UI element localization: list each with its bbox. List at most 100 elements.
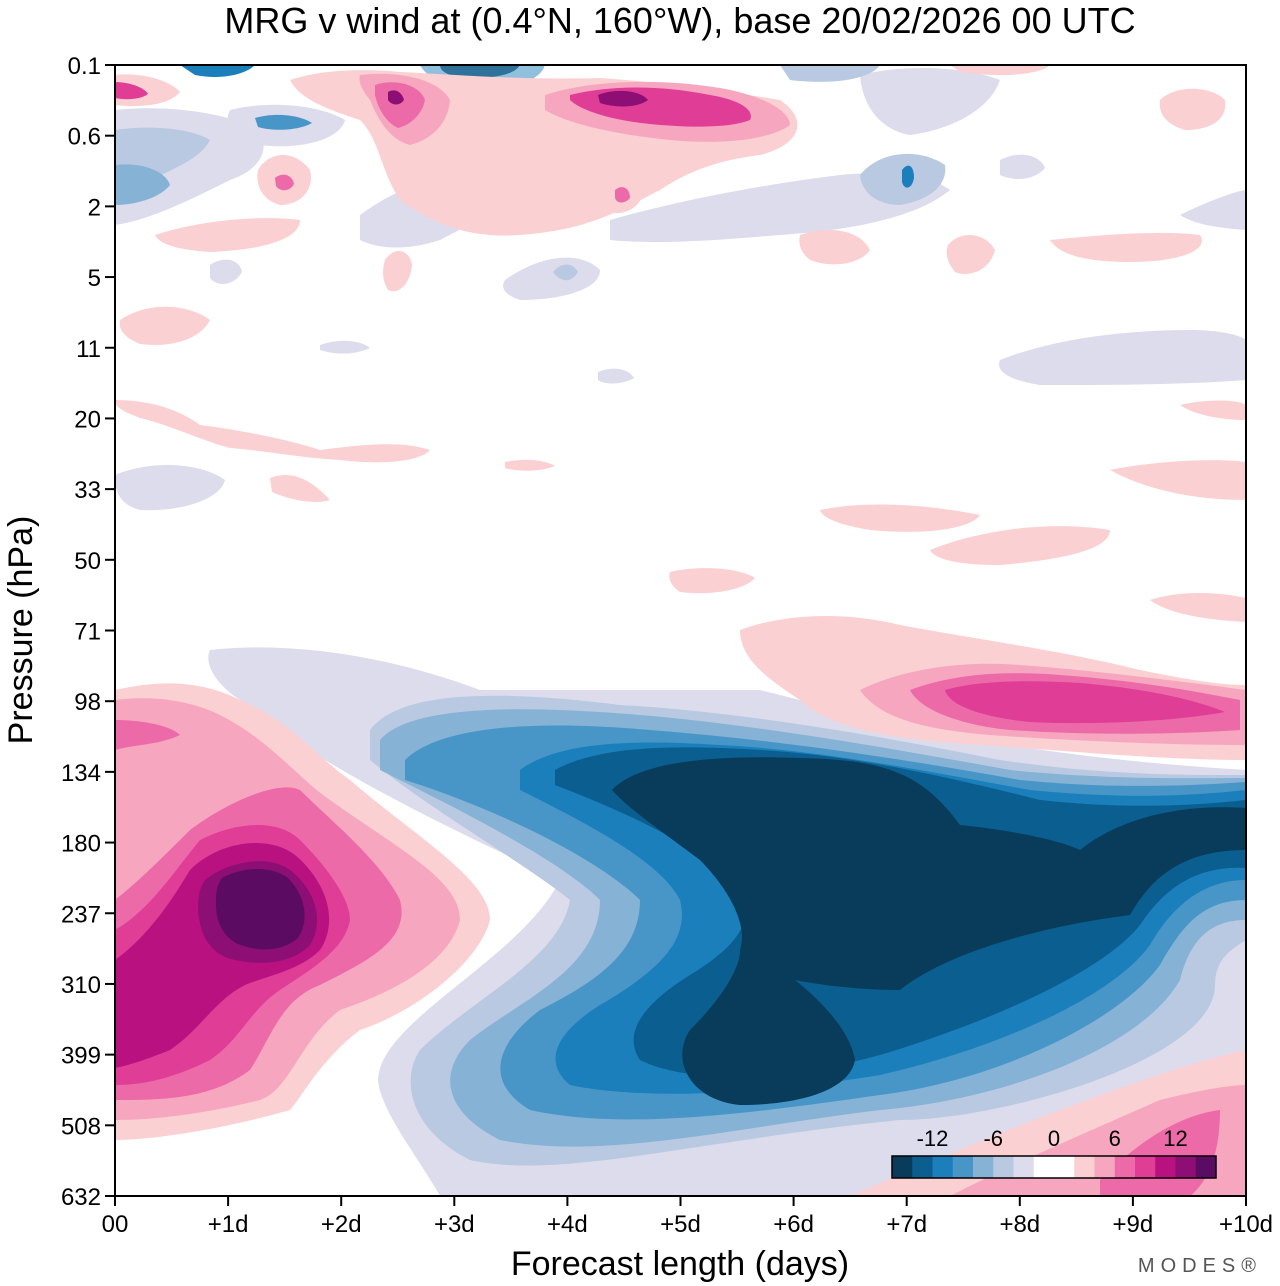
colorbar-swatch [1094,1156,1116,1178]
y-tick-label: 5 [88,265,101,292]
x-tick-label: +2d [321,1211,362,1238]
contour-strat-neg-23 [180,65,255,77]
x-tick-label: +6d [773,1211,814,1238]
contour-strat-pos-22 [119,306,210,345]
colorbar-swatch [973,1156,994,1178]
colorbar-swatch [993,1156,1014,1178]
y-tick-label: 237 [61,901,101,928]
contour-pos-upper-4 [945,681,1225,724]
modes-watermark: MODES® [1138,1255,1262,1277]
x-tick-label: +10d [1219,1211,1273,1238]
x-tick-label: +8d [999,1211,1040,1238]
colorbar-swatch [1013,1156,1035,1178]
y-tick-label: 98 [74,689,101,716]
colorbar: -12 -6 0 6 12 [891,1126,1217,1179]
chart-title: MRG v wind at (0.4°N, 160°W), base 20/02… [224,0,1135,41]
x-axis-label: Forecast length (days) [511,1245,849,1283]
colorbar-swatch [1195,1156,1217,1178]
y-tick-label: 50 [74,548,101,575]
colorbar-frame [891,1155,1217,1179]
contour-strat-pos-15 [615,187,630,203]
y-tick-label: 399 [61,1043,101,1070]
y-tick-label: 71 [74,619,101,646]
y-tick-label: 632 [61,1184,101,1211]
x-tick-label: +7d [886,1211,927,1238]
x-tick-label: +3d [434,1211,475,1238]
contour-strat-pos-9 [115,82,148,100]
contour-field [115,65,1246,1196]
colorbar-swatch [952,1156,974,1178]
colorbar-swatch [892,1156,913,1178]
contour-strat-neg-3 [115,164,170,205]
contour-strat-pos-19 [1159,88,1226,130]
colorbar-swatch [912,1156,933,1178]
contour-strat-pos-4 [388,90,404,105]
colorbar-tick-label: 6 [1109,1126,1121,1151]
x-tick-label: +9d [1113,1211,1154,1238]
y-tick-label: 134 [61,760,101,787]
x-tick-label: 00 [102,1211,129,1238]
contour-pos-level-7 [215,869,305,950]
colorbar-tick-label: 12 [1163,1126,1187,1151]
y-tick-label: 0.1 [68,53,101,80]
contour-strat-neg-9 [610,173,950,243]
colorbar-tick-label: 0 [1048,1126,1060,1151]
x-axis: 00 +1d +2d +3d +4d +5d +6d +7d +8d +9d +10d [102,1196,1273,1238]
contour-strat-neg-7 [503,257,600,300]
y-tick-label: 20 [74,406,101,433]
contour-strat-neg-8 [553,264,578,281]
y-tick-label: 508 [61,1113,101,1140]
contour-strat-pos-27 [1150,593,1246,622]
contour-strat-pos-13 [383,250,412,292]
y-tick-label: 2 [88,194,101,221]
contour-strat-pos-16 [799,230,870,265]
contour-strat-neg-12 [860,68,1000,135]
x-tick-label: +4d [547,1211,588,1238]
x-tick-label: +5d [660,1211,701,1238]
colorbar-swatch [1175,1156,1197,1178]
contour-strat-pos-25 [930,526,1110,565]
contour-strat-neg-5 [255,114,312,130]
contour-strat-pos-11 [275,174,294,191]
y-tick-label: 0.6 [68,124,101,151]
contour-strat-pos-24 [820,504,980,532]
contour-strat-neg-16 [999,330,1246,385]
contour-strat-pos-21 [115,400,430,463]
contour-strat-pos-18 [1050,232,1202,262]
contour-strat-pos-17 [946,234,995,274]
contour-strat-pos-3 [375,82,425,128]
colorbar-swatch [1054,1156,1075,1178]
y-axis: 0.1 0.6 2 5 11 20 33 50 71 98 134 180 237 310 399 508 63… [61,53,115,1211]
colorbar-tick-label: -12 [917,1126,949,1151]
contour-strat-neg-19 [598,368,634,384]
contour-strat-pos-28 [1110,460,1246,500]
y-tick-label: 11 [76,336,101,363]
contour-strat-neg-13 [780,65,880,82]
contour-neg-level-7 [612,757,1246,1105]
x-tick-label: +1d [208,1211,249,1238]
colorbar-tick-label: -6 [983,1126,1003,1151]
y-tick-label: 310 [61,972,101,999]
colorbar-swatch [1155,1156,1176,1178]
contour-strat-pos-29 [1180,400,1246,420]
y-tick-label: 180 [61,831,101,858]
contour-strat-pos-12 [155,218,300,252]
contour-strat-neg-14 [1000,154,1045,180]
colorbar-swatch [1114,1156,1136,1178]
contour-strat-pos-26 [669,568,755,594]
contour-strat-pos-20 [950,65,1050,76]
contour-strat-pos-30 [505,459,555,471]
y-axis-label: Pressure (hPa) [2,516,40,745]
contour-strat-neg-18 [320,340,370,354]
contour-strat-pos-23 [270,474,330,503]
contour-strat-pos-7 [598,90,648,107]
colorbar-swatch [1135,1156,1156,1178]
colorbar-swatch [1074,1156,1095,1178]
contour-strat-neg-20 [210,259,242,284]
colorbar-swatch [932,1156,954,1178]
y-tick-label: 33 [74,477,101,504]
contour-strat-neg-11 [902,165,914,188]
colorbar-swatch [1033,1156,1055,1178]
contour-strat-neg-17 [115,464,225,511]
